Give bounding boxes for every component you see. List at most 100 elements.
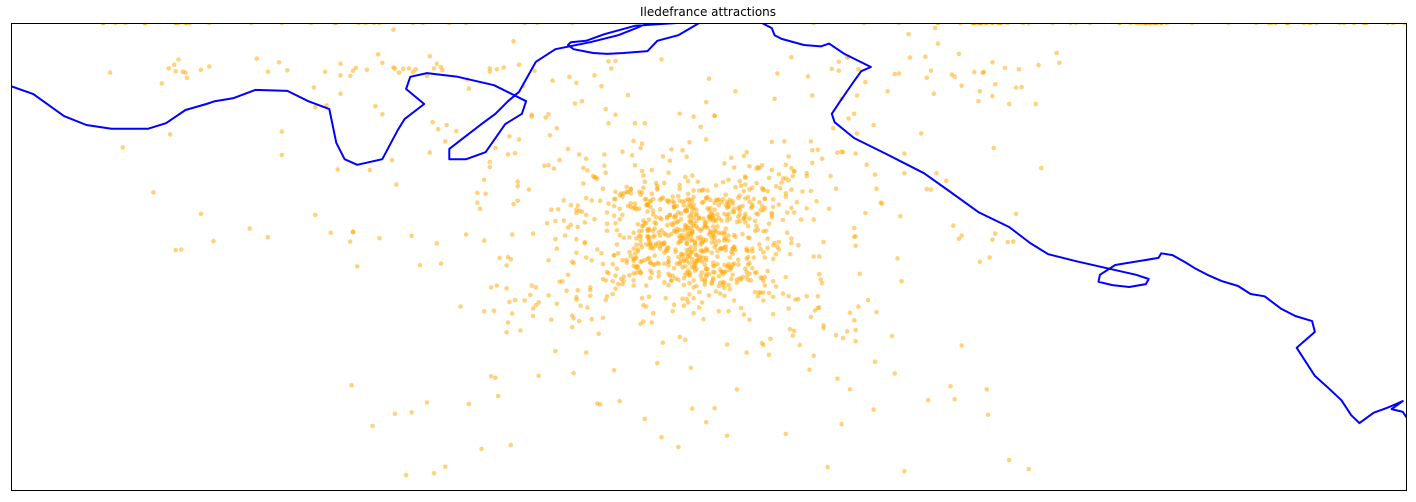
attraction-point [595, 247, 600, 252]
attraction-point [769, 139, 775, 145]
attraction-point [847, 387, 853, 392]
attraction-point [724, 264, 730, 269]
attraction-point [554, 126, 560, 131]
attraction-point [688, 225, 694, 230]
attraction-point [689, 265, 695, 270]
attraction-point [642, 197, 648, 202]
attraction-point [632, 120, 638, 126]
attraction-point [535, 23, 540, 26]
attraction-point [710, 260, 716, 265]
attraction-point [509, 311, 515, 316]
attraction-point [463, 23, 469, 26]
attraction-point [766, 175, 772, 181]
attraction-point [698, 273, 703, 278]
attraction-point [761, 229, 766, 234]
attraction-point [810, 160, 815, 166]
attraction-point [279, 23, 285, 26]
attraction-point [493, 375, 498, 381]
attraction-point [726, 282, 731, 288]
attraction-point [699, 200, 705, 205]
attraction-point [984, 387, 990, 392]
attraction-point [666, 259, 671, 264]
attraction-point [835, 376, 840, 382]
attraction-point [512, 297, 518, 303]
attraction-point [863, 79, 868, 85]
attraction-point [856, 67, 861, 72]
attraction-point [872, 359, 878, 365]
attraction-point [710, 263, 716, 269]
attraction-point [786, 306, 791, 311]
attraction-point [1301, 23, 1306, 26]
attraction-point [892, 71, 897, 77]
attraction-point [522, 23, 527, 26]
attraction-point [789, 54, 794, 60]
attraction-point [745, 223, 751, 229]
attraction-point [765, 188, 770, 194]
attraction-point [553, 348, 558, 354]
attraction-point [685, 191, 691, 197]
attraction-point [703, 248, 709, 253]
attraction-point [698, 248, 703, 254]
attraction-point [990, 237, 995, 242]
attraction-point [811, 254, 816, 259]
attraction-point [977, 89, 983, 94]
attraction-point [583, 212, 589, 218]
attraction-point [724, 433, 730, 439]
attraction-point [935, 23, 941, 26]
attraction-point [629, 153, 635, 158]
attraction-point [959, 343, 964, 348]
attraction-point [789, 187, 794, 192]
attraction-point [610, 279, 615, 284]
attraction-point [726, 211, 731, 217]
attraction-point [396, 70, 402, 75]
attraction-point [518, 328, 523, 333]
river-line [11, 23, 1407, 425]
attraction-point [689, 229, 695, 234]
attraction-point [703, 137, 709, 142]
attraction-point [736, 257, 741, 263]
attraction-point [807, 367, 812, 373]
attraction-point [715, 224, 720, 229]
attraction-point [703, 266, 709, 272]
attraction-point [645, 235, 650, 240]
attraction-point [554, 301, 560, 307]
attraction-point [574, 207, 579, 212]
attraction-point [952, 397, 957, 402]
attraction-point [765, 268, 770, 274]
attraction-point [391, 27, 396, 32]
attraction-point [847, 310, 853, 316]
attraction-point [589, 258, 594, 263]
attraction-point [536, 373, 541, 379]
attraction-point [784, 230, 790, 235]
attraction-point [689, 173, 695, 178]
attraction-point [624, 189, 629, 195]
attraction-point [773, 251, 779, 257]
attraction-point [603, 170, 608, 176]
attraction-point [1253, 23, 1259, 26]
attraction-point [754, 166, 759, 171]
attraction-point [600, 315, 606, 321]
attraction-point [789, 165, 794, 171]
attraction-point [677, 235, 682, 241]
attraction-point [773, 184, 779, 189]
attraction-point [544, 221, 550, 226]
attraction-point [660, 242, 666, 247]
attraction-point [851, 225, 857, 231]
attraction-point [198, 211, 204, 217]
attraction-point [744, 350, 749, 355]
attraction-point [409, 233, 415, 239]
attraction-point [787, 251, 793, 257]
attraction-point [123, 23, 128, 26]
attraction-point [512, 150, 518, 156]
attraction-point [956, 236, 962, 241]
attraction-point [734, 280, 740, 286]
attraction-point [874, 309, 879, 315]
attraction-point [734, 219, 740, 225]
attraction-point [784, 210, 790, 215]
attraction-point [504, 330, 509, 335]
attraction-point [670, 222, 675, 228]
attraction-point [687, 273, 692, 278]
attraction-point [703, 99, 709, 105]
attraction-point [782, 139, 787, 144]
attraction-point [602, 163, 607, 168]
